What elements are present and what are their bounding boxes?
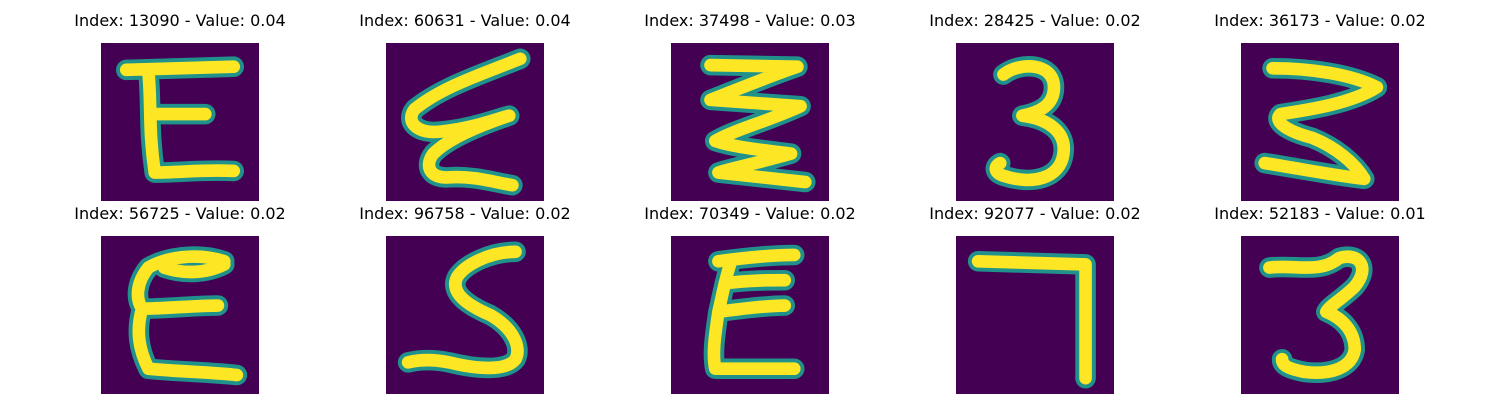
panel-36173: Index: 36173 - Value: 0.02 [1210, 10, 1430, 201]
digit-image [101, 236, 259, 394]
panel-56725: Index: 56725 - Value: 0.02 [70, 203, 290, 394]
digit-image [956, 43, 1114, 201]
digit-image [101, 43, 259, 201]
panel-title: Index: 92077 - Value: 0.02 [929, 204, 1141, 223]
panel-60631: Index: 60631 - Value: 0.04 [355, 10, 575, 201]
panel-13090: Index: 13090 - Value: 0.04 [70, 10, 290, 201]
panel-70349: Index: 70349 - Value: 0.02 [640, 203, 860, 394]
panel-title: Index: 52183 - Value: 0.01 [1214, 204, 1426, 223]
digit-image [1241, 236, 1399, 394]
panel-title: Index: 96758 - Value: 0.02 [359, 204, 571, 223]
digit-image [956, 236, 1114, 394]
panel-92077: Index: 92077 - Value: 0.02 [925, 203, 1145, 394]
panel-52183: Index: 52183 - Value: 0.01 [1210, 203, 1430, 394]
digit-image [671, 236, 829, 394]
panel-96758: Index: 96758 - Value: 0.02 [355, 203, 575, 394]
panel-title: Index: 13090 - Value: 0.04 [74, 11, 286, 30]
digit-image [671, 43, 829, 201]
panel-title: Index: 28425 - Value: 0.02 [929, 11, 1141, 30]
panel-37498: Index: 37498 - Value: 0.03 [640, 10, 860, 201]
digit-image [1241, 43, 1399, 201]
panel-28425: Index: 28425 - Value: 0.02 [925, 10, 1145, 201]
digit-image [386, 43, 544, 201]
panel-title: Index: 56725 - Value: 0.02 [74, 204, 286, 223]
panel-title: Index: 70349 - Value: 0.02 [644, 204, 856, 223]
panel-title: Index: 36173 - Value: 0.02 [1214, 11, 1426, 30]
digit-image [386, 236, 544, 394]
panel-title: Index: 37498 - Value: 0.03 [644, 11, 856, 30]
panel-title: Index: 60631 - Value: 0.04 [359, 11, 571, 30]
